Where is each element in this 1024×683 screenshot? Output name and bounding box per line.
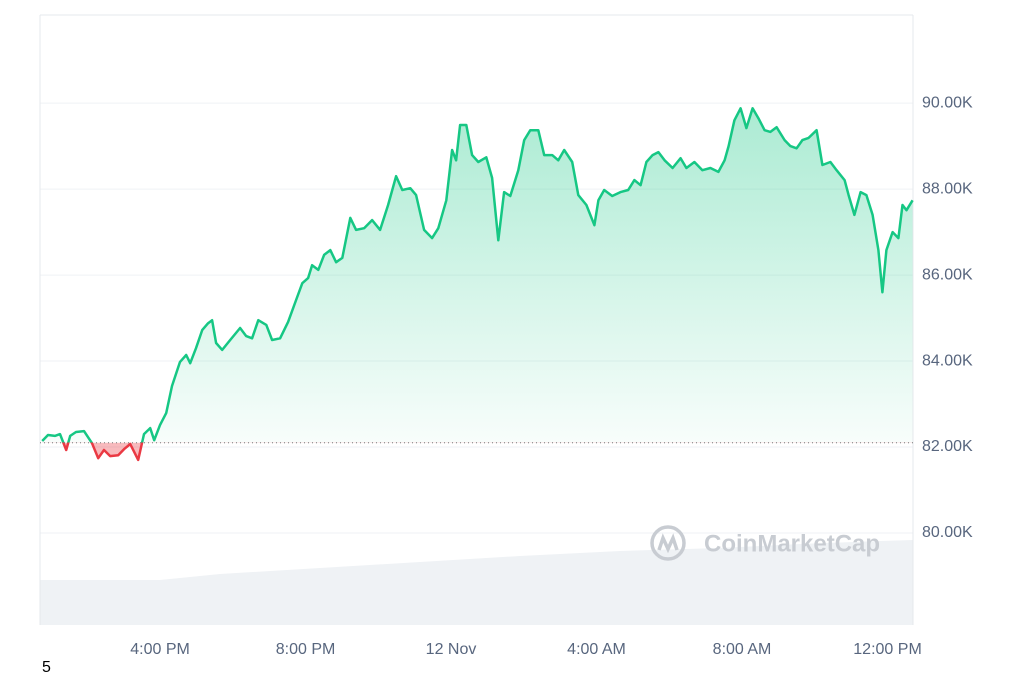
y-tick-label: 82.00K xyxy=(922,438,973,455)
x-tick-label: 8:00 AM xyxy=(713,641,772,658)
watermark: CoinMarketCap xyxy=(704,530,880,557)
footer-text: 5 xyxy=(42,659,51,676)
watermark-logo xyxy=(650,525,686,561)
x-tick-label: 12:00 PM xyxy=(853,641,921,658)
x-tick-label: 12 Nov xyxy=(426,641,477,658)
area-fill xyxy=(42,108,913,460)
y-tick-label: 80.00K xyxy=(922,524,973,541)
x-tick-label: 4:00 AM xyxy=(567,641,626,658)
volume-area xyxy=(40,540,913,625)
price-line xyxy=(41,107,914,462)
y-tick-label: 90.00K xyxy=(922,94,973,111)
x-tick-label: 4:00 PM xyxy=(130,641,190,658)
x-tick-label: 8:00 PM xyxy=(276,641,336,658)
y-tick-label: 86.00K xyxy=(922,266,973,283)
y-tick-label: 84.00K xyxy=(922,352,973,369)
y-tick-label: 88.00K xyxy=(922,180,973,197)
